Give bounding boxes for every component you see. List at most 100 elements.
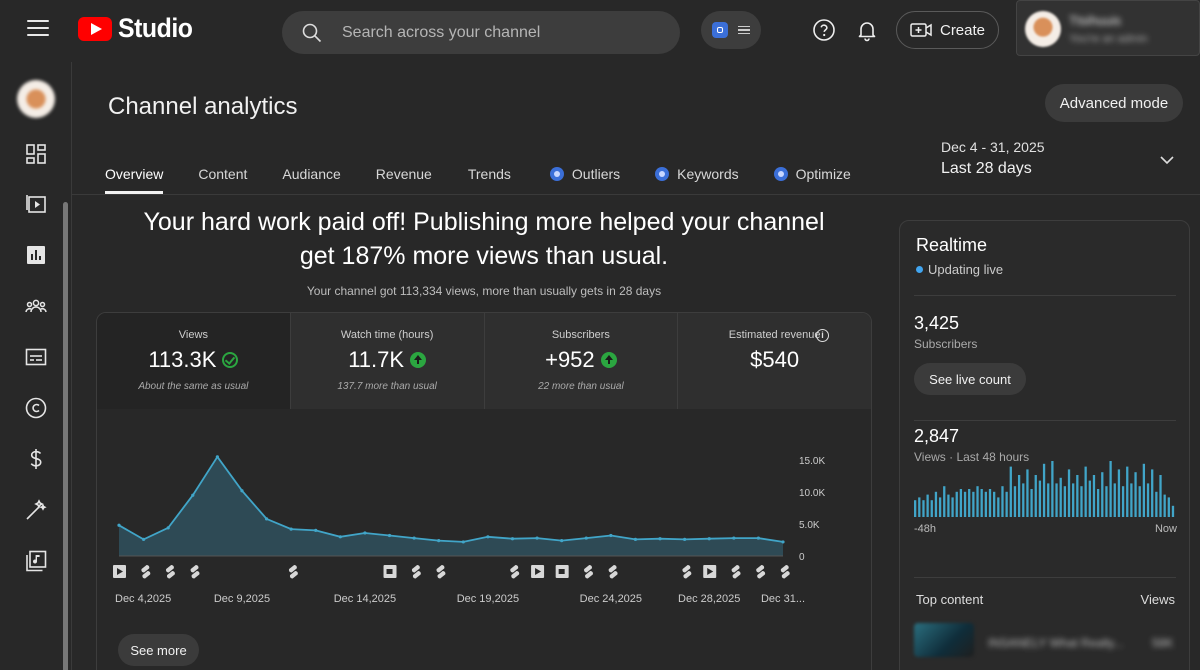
realtime-bar[interactable] [1088,480,1091,517]
realtime-bar[interactable] [1113,483,1116,517]
realtime-bar[interactable] [926,494,929,517]
tab-revenue[interactable]: Revenue [375,166,432,182]
subtitles-icon[interactable] [24,345,48,369]
see-live-count-button[interactable]: See live count [914,363,1026,395]
data-point[interactable] [215,455,219,459]
community-icon[interactable] [24,294,48,318]
data-point[interactable] [117,523,121,527]
realtime-bar[interactable] [1109,461,1112,517]
short-upload-icon[interactable] [436,564,446,579]
realtime-bar[interactable] [988,489,992,517]
realtime-bar[interactable] [980,489,983,517]
data-point[interactable] [584,536,588,540]
video-upload-icon[interactable] [703,565,717,578]
advanced-mode-button[interactable]: Advanced mode [1045,84,1183,122]
content-icon[interactable] [24,192,48,216]
data-point[interactable] [314,528,318,532]
data-point[interactable] [535,536,539,540]
realtime-bar[interactable] [1034,475,1037,517]
realtime-bar[interactable] [1167,497,1170,517]
realtime-bar[interactable] [955,491,958,517]
data-point[interactable] [732,536,736,540]
data-point[interactable] [338,535,342,539]
data-point[interactable] [387,533,392,538]
short-upload-icon[interactable] [510,564,520,579]
multiple-uploads-icon[interactable] [383,565,397,578]
tab-keywords[interactable]: Keywords [655,158,739,194]
data-point[interactable] [560,539,564,543]
realtime-bar[interactable] [1117,469,1121,517]
search-input[interactable] [342,23,662,42]
tab-content[interactable]: Content [198,166,248,182]
realtime-bar[interactable] [947,494,950,517]
short-upload-icon[interactable] [141,564,151,579]
realtime-bar[interactable] [968,489,971,517]
customization-wand-icon[interactable] [24,498,48,522]
video-upload-icon[interactable] [113,565,126,578]
realtime-bar[interactable] [1134,472,1137,517]
dashboard-icon[interactable] [24,142,48,166]
realtime-bar[interactable] [938,497,942,517]
views-chart[interactable]: 15.0K 10.0K 5.0K 0 Dec 4,2025 Dec 9,2025 Dec 1… [97,409,871,629]
realtime-bar[interactable] [1163,494,1166,517]
analytics-icon[interactable] [24,243,48,267]
metric-views[interactable]: Views 113.3K About the same as usual [97,313,291,409]
account-switcher[interactable]: Ttsihuuis You're an admin [1016,0,1200,56]
date-range-picker[interactable]: Dec 4 - 31, 2025 Last 28 days [941,139,1045,178]
realtime-bar[interactable] [934,491,938,517]
short-upload-icon[interactable] [731,564,741,579]
data-point[interactable] [141,537,146,541]
realtime-bar[interactable] [1001,486,1004,517]
realtime-bar[interactable] [1017,475,1021,517]
help-icon[interactable] [812,18,836,42]
realtime-bar[interactable] [943,486,946,517]
realtime-bar[interactable] [1155,491,1158,517]
tab-outliers[interactable]: Outliers [549,158,620,194]
video-thumbnail[interactable] [914,623,974,657]
metric-revenue[interactable]: Estimated revenue i $540 [678,313,871,409]
realtime-bar[interactable] [1092,475,1096,517]
realtime-bar[interactable] [1005,491,1008,517]
short-upload-icon[interactable] [165,564,175,579]
realtime-bar[interactable] [993,491,996,517]
multiple-uploads-icon[interactable] [555,565,569,578]
top-video-title[interactable]: INSANELY What Really... [988,636,1124,650]
data-point[interactable] [437,539,441,543]
sidebar-scrollbar[interactable] [63,202,68,670]
data-point[interactable] [510,537,515,541]
realtime-bar[interactable] [997,497,1000,517]
realtime-bar[interactable] [1096,489,1100,517]
realtime-bar[interactable] [1105,486,1108,517]
create-button[interactable]: Create [896,11,999,49]
realtime-bar[interactable] [1151,469,1154,517]
video-upload-icon[interactable] [531,565,545,578]
data-point[interactable] [363,531,367,535]
tab-audience[interactable]: Audiance [282,166,341,182]
realtime-bar[interactable] [1159,475,1162,517]
data-point[interactable] [683,537,687,541]
realtime-bar[interactable] [1051,461,1054,517]
realtime-bar[interactable] [1067,469,1071,517]
menu-icon[interactable] [27,20,49,38]
realtime-bar[interactable] [1142,463,1146,517]
data-point[interactable] [781,540,785,544]
realtime-bar[interactable] [959,489,963,517]
realtime-bar[interactable] [1072,483,1075,517]
realtime-bar[interactable] [1009,466,1012,517]
metric-subscribers[interactable]: Subscribers +952 22 more than usual [484,313,679,409]
data-point[interactable] [412,536,416,540]
realtime-bar[interactable] [1076,475,1079,517]
copyright-icon[interactable] [24,396,48,420]
realtime-views-bars[interactable] [914,461,1176,517]
realtime-bar[interactable] [918,497,921,517]
realtime-bar[interactable] [1042,463,1046,517]
short-upload-icon[interactable] [190,564,200,579]
data-point[interactable] [633,537,638,541]
data-point[interactable] [166,526,170,530]
chevron-down-icon[interactable] [1160,155,1174,165]
short-upload-icon[interactable] [584,564,593,579]
short-upload-icon[interactable] [608,564,618,579]
realtime-bar[interactable] [1101,472,1104,517]
realtime-bar[interactable] [922,500,925,517]
realtime-bar[interactable] [1121,486,1125,517]
